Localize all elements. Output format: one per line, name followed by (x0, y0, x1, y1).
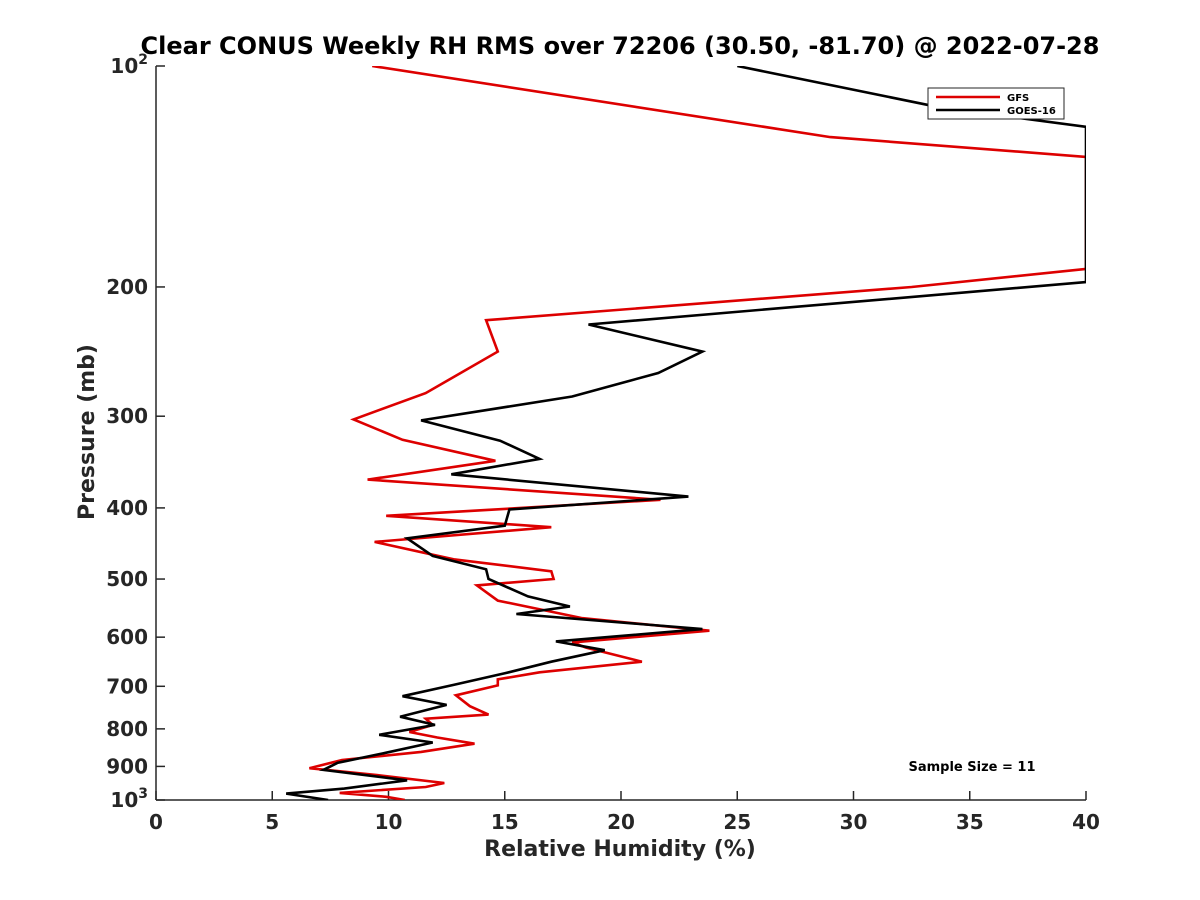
legend: GFS GOES-16 (927, 87, 1065, 120)
x-tick-label: 10 (375, 810, 403, 834)
legend-label: GOES-16 (1007, 106, 1056, 117)
x-axis-label: Relative Humidity (%) (484, 837, 756, 862)
y-tick-label: 500 (106, 567, 148, 591)
y-tick-label: 800 (106, 717, 148, 741)
x-tick-label: 30 (840, 810, 868, 834)
chart-title: Clear CONUS Weekly RH RMS over 72206 (30… (141, 32, 1100, 60)
x-tick-label: 25 (723, 810, 751, 834)
y-tick-label: 900 (106, 754, 148, 778)
plot-area: 0 5 10 15 20 25 30 35 40 102 200 300 400 500 600 700 800… (106, 52, 1100, 834)
legend-box (927, 87, 1065, 120)
y-tick-label: 102 (110, 52, 148, 78)
y-tick-label: 700 (106, 674, 148, 698)
y-tick-label: 103 (110, 786, 148, 812)
y-tick-label: 600 (106, 625, 148, 649)
x-tick-label: 40 (1072, 810, 1100, 834)
x-tick-label: 5 (265, 810, 279, 834)
series-line-goes-16 (286, 66, 1086, 800)
sample-size-annotation: Sample Size = 11 (908, 760, 1035, 775)
y-tick-label: 400 (106, 496, 148, 520)
x-tick-label: 20 (607, 810, 635, 834)
legend-label: GFS (1007, 93, 1029, 104)
y-axis-label: Pressure (mb) (75, 344, 100, 520)
y-tick-label: 200 (106, 275, 148, 299)
y-tick-label: 300 (106, 404, 148, 428)
x-tick-label: 0 (149, 810, 163, 834)
series-line-gfs (309, 66, 1086, 800)
x-tick-label: 15 (491, 810, 519, 834)
x-tick-label: 35 (956, 810, 984, 834)
